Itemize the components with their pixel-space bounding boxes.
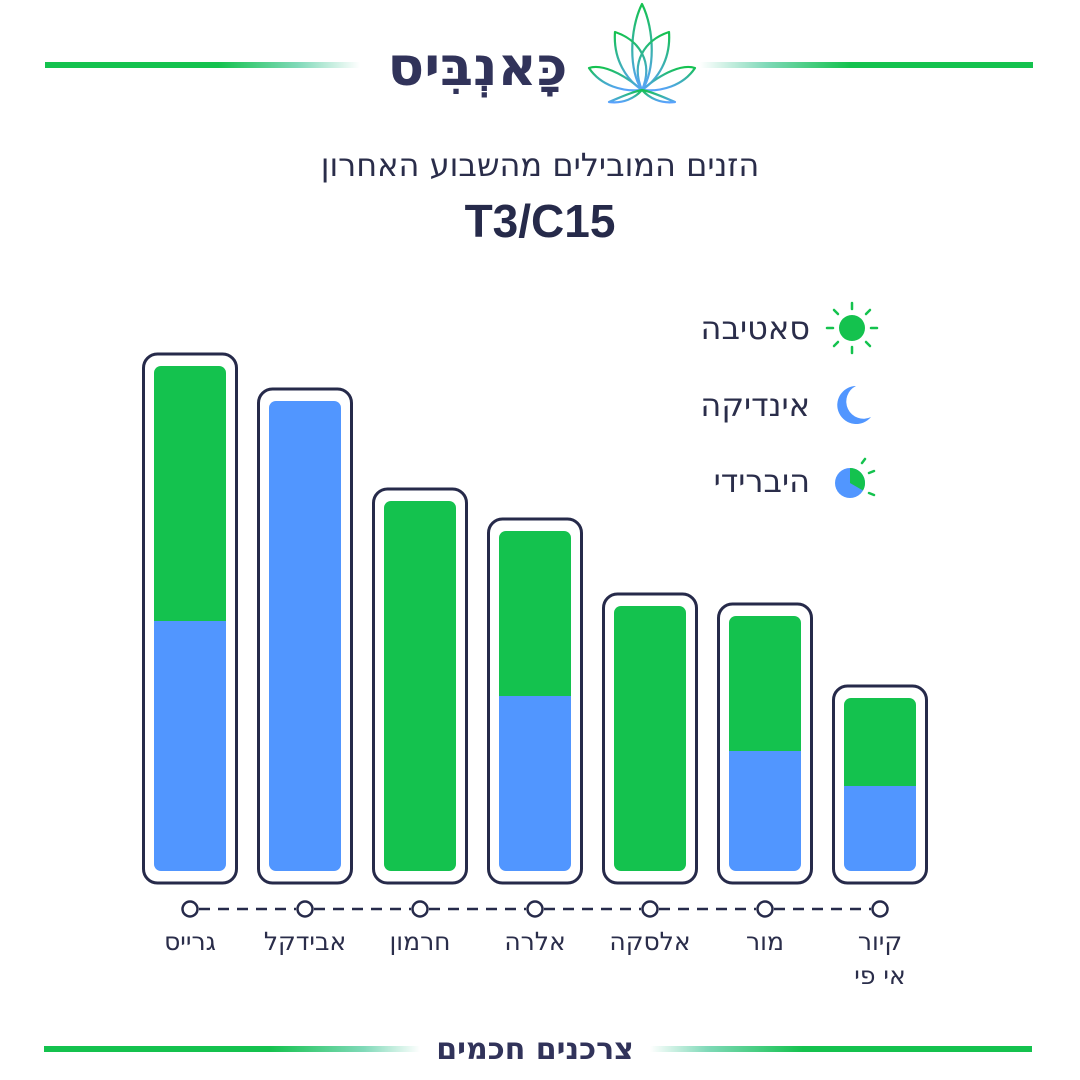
bar-segment-sativa [844, 698, 916, 786]
cannabis-leaf-icon [587, 2, 697, 106]
axis-marker [756, 900, 774, 918]
axis-marker [526, 900, 544, 918]
bar-label: גרייס [164, 927, 216, 956]
bar-segment-indica [844, 786, 916, 871]
bar-segment-sativa [729, 616, 801, 751]
chart-title: T3/C15 [464, 195, 616, 247]
bar-group [142, 352, 238, 885]
bar-segment-indica [729, 751, 801, 871]
axis-marker [181, 900, 199, 918]
legend-label-sativa: סאטיבה [700, 309, 810, 347]
bar-segment-sativa [154, 366, 226, 621]
bar-segment-indica [269, 401, 341, 871]
header-rule-left [45, 62, 360, 68]
axis-marker [296, 900, 314, 918]
bar-group [372, 487, 468, 885]
axis-marker [641, 900, 659, 918]
bar-group [717, 602, 813, 885]
bar-group [487, 517, 583, 885]
brand-name: כָּאנְבִּיס [387, 35, 568, 98]
axis-marker [411, 900, 429, 918]
sun-icon [825, 301, 879, 355]
strain-bar-chart [142, 352, 928, 918]
bar-segment-sativa [614, 606, 686, 871]
bar-segment-sativa [499, 531, 571, 696]
legend-label-indica: אינדיקה [700, 386, 810, 424]
legend: סאטיבה אינדיקה היברידי [560, 295, 900, 515]
bar-label: אלסקה [609, 927, 691, 956]
bar-label: קיור אי פי [854, 927, 906, 990]
chart-subtitle: הזנים המובילים מהשבוע האחרון [320, 146, 760, 184]
bar-segment-sativa [384, 501, 456, 871]
footer-text: צרכנים חכמים [436, 1032, 634, 1067]
bar-label: מור [746, 927, 784, 956]
hybrid-sun-moon-icon [835, 457, 876, 498]
header-rule-right [700, 62, 1033, 68]
bar-group [602, 592, 698, 885]
legend-label-hybrid: היברידי [713, 462, 810, 500]
moon-icon [837, 386, 871, 424]
bar-segment-indica [499, 696, 571, 871]
footer-rule-right [650, 1046, 1032, 1052]
bar-label: אלרה [504, 927, 566, 956]
footer-rule-left [44, 1046, 420, 1052]
bar-group [257, 387, 353, 885]
axis-marker [871, 900, 889, 918]
bar-label: חרמון [389, 927, 451, 956]
bar-label: אבידקל [263, 927, 347, 956]
bar-group [832, 684, 928, 885]
bar-segment-indica [154, 621, 226, 871]
